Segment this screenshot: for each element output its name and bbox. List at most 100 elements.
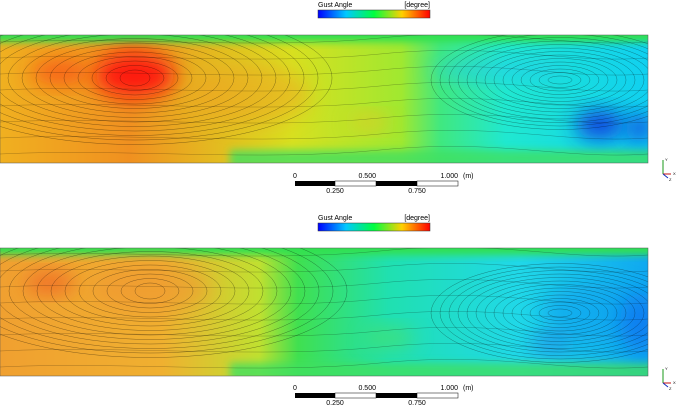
- scale-seg: [416, 180, 459, 187]
- contour-line: [475, 47, 645, 113]
- contour-line: [120, 278, 180, 304]
- field-border: [0, 247, 649, 377]
- contour-line: [0, 35, 333, 145]
- contour-line: [0, 279, 648, 289]
- contour-line: [77, 56, 193, 100]
- field-blob: [530, 335, 570, 351]
- contour-line: [49, 47, 221, 109]
- contour-line: [0, 35, 648, 44]
- axis-triad: Y XZ: [662, 366, 676, 391]
- contour-line: [547, 75, 573, 85]
- contour-line: [0, 98, 648, 108]
- scale-seg: [295, 181, 335, 186]
- contour-line: [520, 298, 600, 328]
- contour-line: [547, 308, 573, 318]
- contour-line: [0, 263, 648, 273]
- contour-line: [430, 263, 648, 363]
- contour-line: [92, 269, 208, 313]
- field-blob: [575, 111, 625, 139]
- contour-line: [105, 65, 165, 91]
- contour-line: [493, 54, 627, 106]
- field-blob: [350, 114, 390, 130]
- axis-label: X: [673, 171, 676, 176]
- scale-seg: [376, 181, 417, 186]
- contour-line: [502, 291, 618, 335]
- contour-line: [0, 248, 348, 358]
- axis-triad: Y XZ: [662, 157, 676, 182]
- field-blob: [625, 114, 648, 142]
- field-blob: [90, 263, 210, 313]
- contour-line: [493, 287, 627, 339]
- contour-line: [0, 35, 305, 136]
- contour-line: [91, 60, 179, 96]
- scale-seg: [334, 392, 377, 399]
- scale-label: 1.000: [440, 173, 458, 180]
- contour-field: [0, 35, 648, 163]
- field-blob: [190, 65, 310, 125]
- bottom-band: [230, 150, 648, 163]
- contour-line: [538, 305, 582, 321]
- contour-line: [0, 35, 319, 141]
- scale-label: 1.000: [440, 385, 458, 392]
- contour-line: [439, 35, 648, 127]
- scale-label: (m): [463, 385, 474, 392]
- axis-label: Z: [669, 177, 672, 182]
- panel: Gust Angle [degree] 0 0.500 1.000 (m) 0.250 0.7…: [0, 2, 676, 195]
- contour-line: [484, 51, 636, 109]
- contour-line: [78, 264, 222, 318]
- scale-label: 0.500: [358, 385, 376, 392]
- legend-title: Gust Angle: [318, 2, 352, 9]
- scale-seg: [416, 392, 459, 399]
- contour-line: [466, 277, 648, 349]
- contour-line: [106, 273, 194, 309]
- scale-label: 0.500: [358, 173, 376, 180]
- contour-line: [21, 38, 249, 118]
- field-blob: [430, 60, 570, 80]
- contour-line: [520, 65, 600, 95]
- contour-line: [511, 61, 609, 99]
- contour-line: [448, 270, 648, 356]
- contour-line: [7, 35, 263, 123]
- contour-line: [538, 72, 582, 88]
- contour-line: [529, 301, 591, 325]
- contour-line: [134, 282, 166, 300]
- contour-line: [0, 327, 648, 337]
- scale-label: (m): [463, 173, 474, 180]
- legend-title: Gust Angle: [318, 215, 352, 222]
- contour-line: [0, 248, 306, 345]
- scale-seg: [334, 180, 377, 187]
- top-band: [0, 248, 648, 255]
- legend-unit: [degree]: [404, 215, 430, 222]
- contour-line: [0, 343, 648, 353]
- contour-line: [8, 248, 292, 340]
- contour-line: [64, 260, 236, 322]
- contour-line: [466, 44, 648, 116]
- scale-seg: [376, 393, 417, 398]
- axis-label: Z: [669, 386, 672, 391]
- field-border: [0, 34, 649, 164]
- contour-line: [502, 58, 618, 102]
- field-base: [0, 35, 648, 163]
- contour-line: [0, 66, 648, 76]
- scale-label: 0.250: [326, 188, 344, 195]
- axis-label: Y: [665, 366, 668, 371]
- contour-line: [439, 266, 648, 360]
- axis-label: Y: [665, 157, 668, 162]
- contour-line: [0, 146, 648, 156]
- panel: Gust Angle [degree] 0 0.500 1.000 (m) 0.250 0.7…: [0, 215, 676, 407]
- scale-label: 0.250: [326, 400, 344, 407]
- bottom-band: [230, 363, 648, 376]
- contour-line: [457, 273, 648, 353]
- field-blob: [620, 293, 648, 353]
- contour-line: [0, 248, 320, 349]
- contour-line: [0, 248, 334, 354]
- scale-label: 0.750: [408, 188, 426, 195]
- contour-line: [457, 40, 648, 120]
- contour-line: [0, 82, 648, 92]
- scale-label: 0: [293, 173, 297, 180]
- contour-line: [0, 35, 291, 132]
- contour-line: [0, 130, 648, 140]
- contour-line: [484, 284, 636, 342]
- contour-line: [36, 251, 264, 331]
